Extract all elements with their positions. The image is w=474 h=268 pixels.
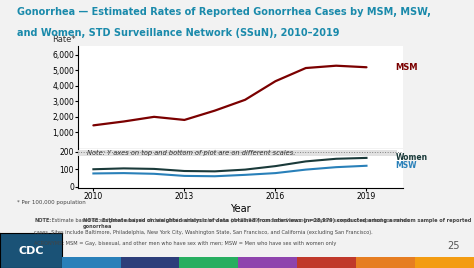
Text: Estimate based on weighted analysis of data obtained from interviews (n=28,979) : Estimate based on weighted analysis of d…	[50, 218, 409, 224]
Text: and Women, STD Surveillance Network (SSuN), 2010–2019: and Women, STD Surveillance Network (SSu…	[17, 28, 339, 38]
Text: Gonorrhea — Estimated Rates of Reported Gonorrhea Cases by MSM, MSW,: Gonorrhea — Estimated Rates of Reported …	[17, 7, 430, 17]
Text: Note: Y axes on top and bottom of plot are on different scales.: Note: Y axes on top and bottom of plot a…	[87, 150, 296, 156]
Text: ACRONYMS: MSM = Gay, bisexual, and other men who have sex with men; MSW = Men wh: ACRONYMS: MSM = Gay, bisexual, and other…	[34, 241, 337, 246]
X-axis label: Year: Year	[230, 203, 251, 214]
Text: Rate*: Rate*	[52, 35, 76, 44]
Text: CDC: CDC	[18, 245, 44, 256]
Text: Women: Women	[395, 153, 428, 162]
Text: 25: 25	[447, 241, 460, 251]
Text: * Per 100,000 population: * Per 100,000 population	[17, 200, 85, 205]
Text: NOTE:: NOTE:	[34, 218, 51, 224]
FancyBboxPatch shape	[78, 150, 397, 156]
Text: cases. Sites include Baltimore, Philadelphia, New York City, Washington State, S: cases. Sites include Baltimore, Philadel…	[34, 230, 373, 236]
Text: MSM: MSM	[395, 63, 418, 72]
Text: NOTE: Estimate based on weighted analysis of data obtained from interviews (n=28: NOTE: Estimate based on weighted analysi…	[83, 218, 471, 229]
Text: MSW: MSW	[395, 161, 417, 170]
